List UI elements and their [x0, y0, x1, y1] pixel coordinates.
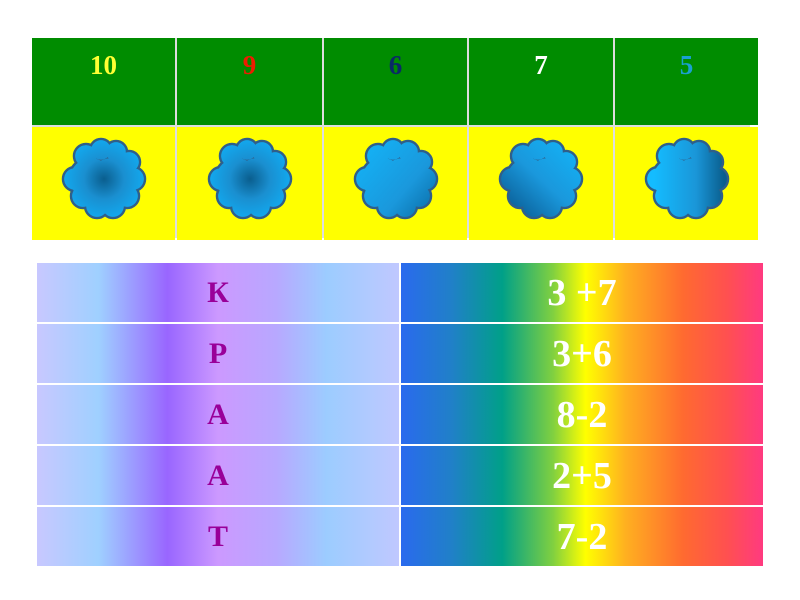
number-cell: 6 — [324, 38, 467, 125]
letter-cell: А — [37, 385, 399, 444]
letter-cell: Т — [37, 507, 399, 566]
number: 9 — [242, 50, 257, 80]
numbers-table: 10 9 6 7 5 — [32, 38, 758, 240]
cloud-cell[interactable] — [469, 127, 613, 240]
expression-cell[interactable]: 3+6 — [401, 324, 763, 383]
number: 5 — [679, 50, 694, 80]
number-cell: 7 — [469, 38, 613, 125]
cloud-icon — [207, 137, 292, 219]
table-row: Р 3+6 — [37, 324, 763, 383]
cloud-cell[interactable] — [324, 127, 467, 240]
number-cell: 10 — [32, 38, 175, 125]
expression-cell[interactable]: 2+5 — [401, 446, 763, 505]
cloud-icon — [61, 137, 146, 219]
number: 6 — [388, 50, 403, 80]
number: 10 — [90, 50, 117, 80]
cloud-cell[interactable] — [32, 127, 175, 240]
cloud-icon — [353, 137, 438, 219]
expression-cell[interactable]: 3 +7 — [401, 263, 763, 322]
expression-cell[interactable]: 7-2 — [401, 507, 763, 566]
number: 7 — [534, 50, 548, 80]
letter-cell: А — [37, 446, 399, 505]
cloud-cell[interactable] — [177, 127, 322, 240]
number-cell: 5 — [615, 38, 758, 125]
letter-cell: К — [37, 263, 399, 322]
cloud-cell[interactable] — [615, 127, 758, 240]
table-row: А 8-2 — [37, 385, 763, 444]
cloud-icon — [498, 137, 584, 219]
letter-cell: Р — [37, 324, 399, 383]
number-cell: 9 — [177, 38, 322, 125]
expression-cell[interactable]: 8-2 — [401, 385, 763, 444]
cloud-icon — [644, 137, 729, 219]
table-row: А 2+5 — [37, 446, 763, 505]
table-row: Т 7-2 — [37, 507, 763, 566]
